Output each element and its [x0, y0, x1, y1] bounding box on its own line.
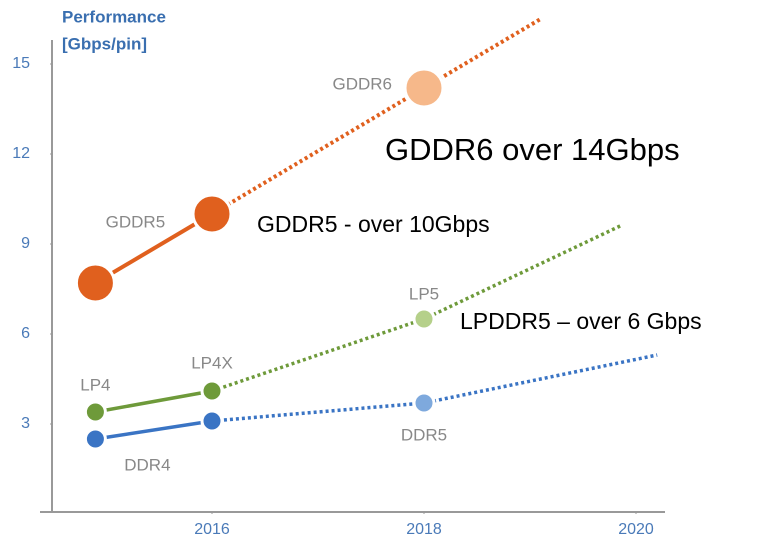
y-tick-label: 6: [21, 325, 30, 342]
point-label: DDR4: [124, 455, 170, 474]
annotation: GDDR5 - over 10Gbps: [257, 211, 490, 237]
y-tick-label: 9: [21, 235, 30, 252]
x-tick-label: 2020: [618, 521, 654, 538]
point-label: DDR5: [401, 425, 447, 444]
marker: [200, 379, 224, 403]
point-label: LP4X: [191, 353, 233, 372]
y-tick-label: 3: [21, 415, 30, 432]
y-tick-label: 15: [12, 55, 30, 72]
line: [95, 419, 213, 441]
marker: [412, 307, 436, 331]
annotation: GDDR6 over 14Gbps: [385, 132, 680, 167]
marker: [83, 427, 107, 451]
marker: [403, 67, 445, 109]
projection-line: [210, 17, 542, 216]
marker: [74, 262, 116, 304]
x-tick-label: 2018: [406, 521, 442, 538]
line: [95, 389, 213, 414]
y-title: Performance: [62, 7, 166, 26]
projection-line: [211, 353, 658, 423]
point-label: GDDR6: [332, 74, 392, 93]
line: [94, 212, 214, 285]
point-label: LP5: [409, 284, 439, 303]
point-label: GDDR5: [106, 212, 166, 231]
marker: [83, 400, 107, 424]
marker: [412, 391, 436, 415]
annotation: LPDDR5 – over 6 Gbps: [460, 308, 702, 334]
marker: [191, 193, 233, 235]
marker: [200, 409, 224, 433]
y-tick-label: 12: [12, 145, 30, 162]
y-title: [Gbps/pin]: [62, 34, 147, 53]
point-label: LP4: [80, 375, 110, 394]
x-tick-label: 2016: [194, 521, 230, 538]
